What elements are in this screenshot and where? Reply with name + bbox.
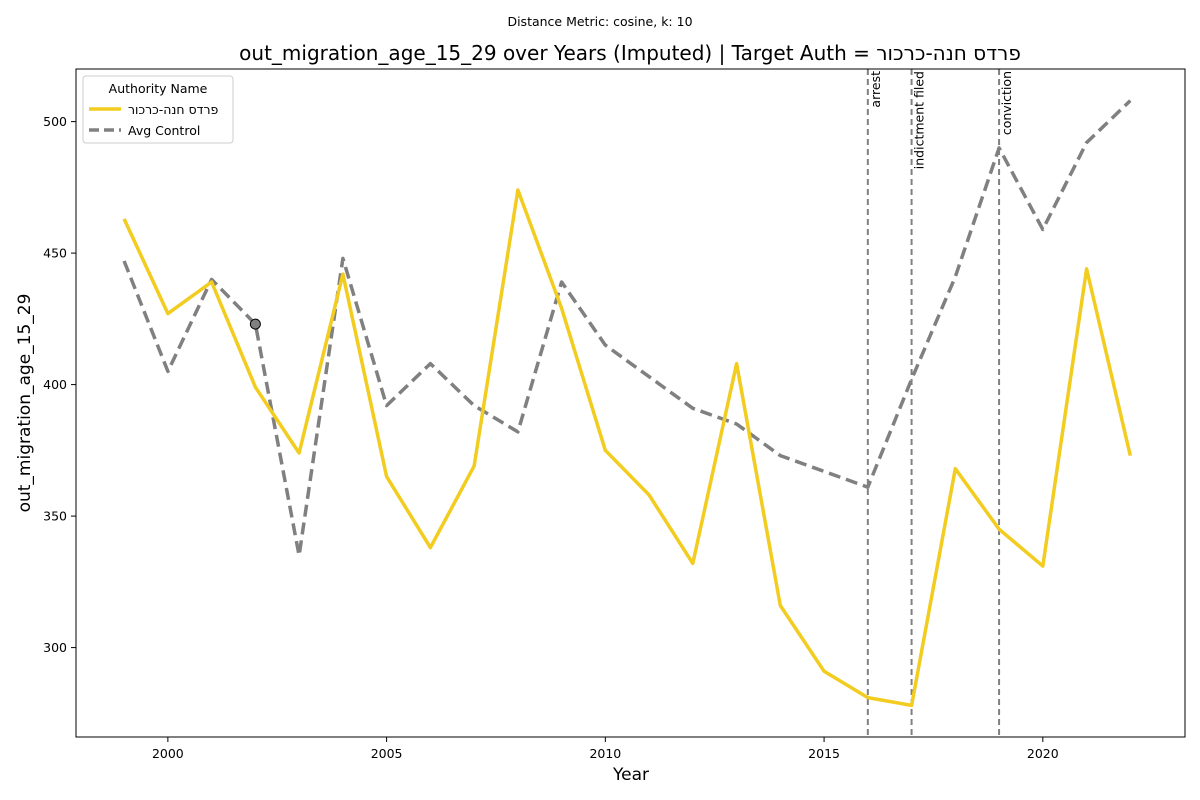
- legend-label-control: Avg Control: [128, 123, 200, 138]
- y-tick-label: 500: [43, 114, 67, 129]
- chart-title: out_migration_age_15_29 over Years (Impu…: [239, 41, 1021, 65]
- x-tick-label: 2000: [152, 746, 184, 761]
- x-axis-title: Year: [612, 765, 649, 785]
- legend: Authority Name פרדס חנה-כרכור Avg Contro…: [82, 75, 234, 144]
- plot-frame: [75, 68, 1186, 738]
- series-line-target: [122, 188, 1133, 708]
- y-tick-label: 400: [43, 377, 67, 392]
- legend-title: Authority Name: [109, 81, 208, 96]
- legend-label-target: פרדס חנה-כרכור: [128, 102, 219, 117]
- y-axis-title: out_migration_age_15_29: [15, 294, 35, 513]
- event-label: indictment filed: [912, 71, 927, 169]
- y-tick-label: 350: [43, 509, 67, 524]
- chart-suptitle: Distance Metric: cosine, k: 10: [507, 14, 692, 29]
- event-label: conviction: [999, 71, 1014, 135]
- legend-box: [82, 75, 234, 144]
- plot-area: arrest indictment filed conviction 2000 2005…: [43, 69, 1133, 761]
- x-tick-label: 2005: [371, 746, 403, 761]
- series-line-control: [122, 99, 1132, 558]
- x-tick-label: 2020: [1027, 746, 1059, 761]
- event-label: arrest: [868, 71, 883, 108]
- x-tick-label: 2010: [589, 746, 621, 761]
- data-marker: [249, 318, 261, 330]
- y-tick-label: 300: [43, 640, 67, 655]
- y-tick-label: 450: [43, 246, 67, 261]
- x-tick-label: 2015: [808, 746, 840, 761]
